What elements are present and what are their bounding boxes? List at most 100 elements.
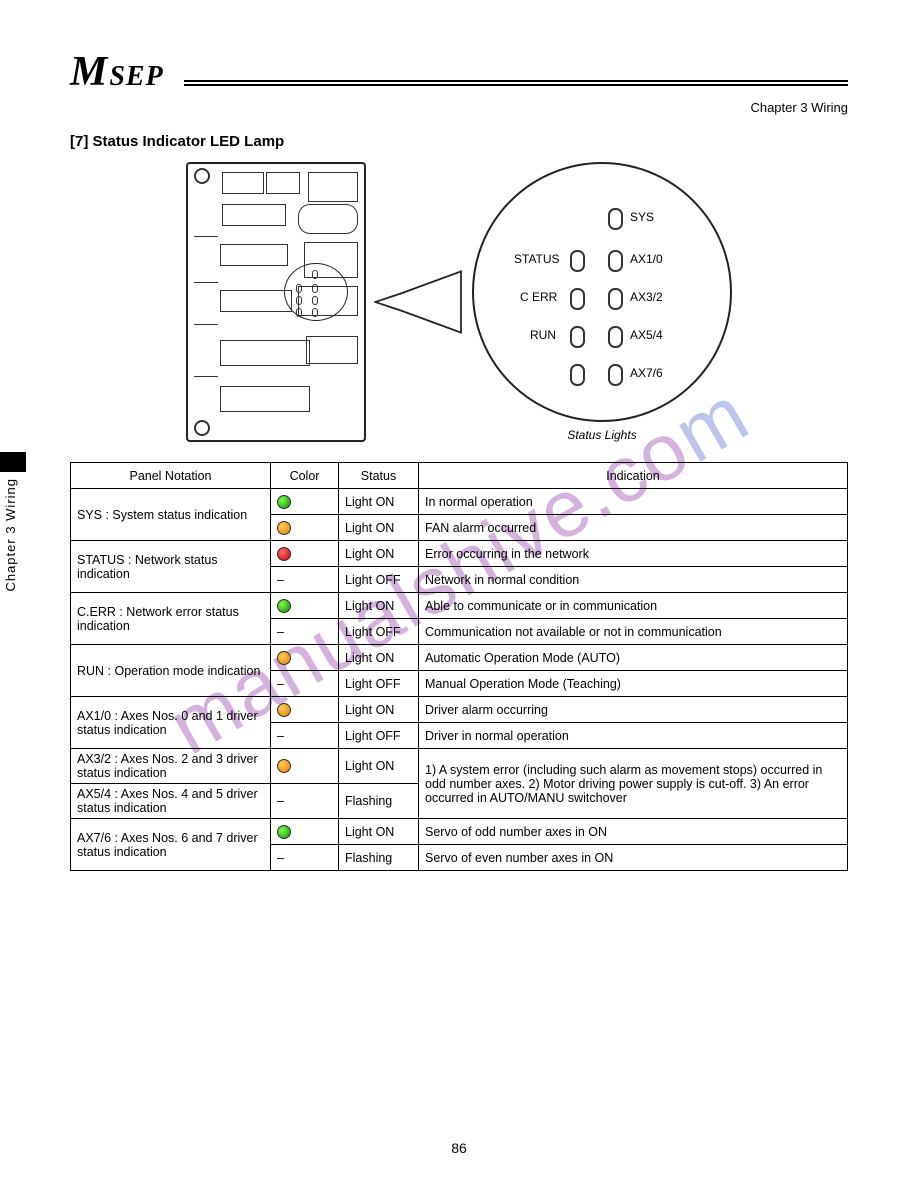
cell-status: Light ON: [339, 541, 419, 567]
magnified-view: SYS STATUS AX1/0 C ERR AX3/2 RUN AX5/4: [472, 162, 732, 442]
cell-ind: Network in normal condition: [419, 567, 848, 593]
cell-panel: C.ERR : Network error status indication: [71, 593, 271, 645]
cell-color: [271, 819, 339, 845]
led-icon: [608, 288, 623, 310]
th-ind: Indication: [419, 463, 848, 489]
connector-block: [220, 386, 310, 412]
cell-status: Flashing: [339, 784, 419, 819]
table-row: SYS : System status indication Light ON …: [71, 489, 848, 515]
logo-big: M: [70, 48, 108, 96]
led-label-ax54: AX5/4: [630, 328, 663, 342]
cell-color: –: [271, 845, 339, 871]
dot-orange-icon: [277, 703, 291, 717]
cell-status: Light OFF: [339, 723, 419, 749]
cell-panel: AX7/6 : Axes Nos. 6 and 7 driver status …: [71, 819, 271, 871]
led-label-sys: SYS: [630, 210, 654, 224]
line: [194, 324, 218, 325]
led-icon: [570, 326, 585, 348]
led-icon: [608, 364, 623, 386]
logo-rest: SEP: [109, 61, 163, 93]
page-number: 86: [0, 1140, 918, 1156]
subhead: Chapter 3 Wiring: [70, 100, 848, 115]
cell-status: Flashing: [339, 845, 419, 871]
led-icon: [608, 208, 623, 230]
callout-arrow: [374, 267, 464, 337]
cell-panel: STATUS : Network status indication: [71, 541, 271, 593]
cell-panel: SYS : System status indication: [71, 489, 271, 541]
cell-status: Light OFF: [339, 671, 419, 697]
cell-ind: Communication not available or not in co…: [419, 619, 848, 645]
cell-panel: AX3/2 : Axes Nos. 2 and 3 driver status …: [71, 749, 271, 784]
table-row: AX7/6 : Axes Nos. 6 and 7 driver status …: [71, 819, 848, 845]
cell-ind: Automatic Operation Mode (AUTO): [419, 645, 848, 671]
connector-block: [220, 290, 292, 312]
cell-ind: In normal operation: [419, 489, 848, 515]
cell-status: Light ON: [339, 697, 419, 723]
cell-status: Light OFF: [339, 567, 419, 593]
screw-icon: [194, 168, 210, 184]
dot-green-icon: [277, 825, 291, 839]
led-icon: [570, 364, 585, 386]
connector-block: [266, 172, 300, 194]
section-title: [7] Status Indicator LED Lamp: [70, 133, 848, 150]
cell-ind: Able to communicate or in communication: [419, 593, 848, 619]
figure-area: SYS STATUS AX1/0 C ERR AX3/2 RUN AX5/4: [70, 162, 848, 442]
line: [194, 376, 218, 377]
dot-green-icon: [277, 599, 291, 613]
line: [194, 282, 218, 283]
screw-icon: [194, 420, 210, 436]
led-label-ax76: AX7/6: [630, 366, 663, 380]
led-icon: [570, 288, 585, 310]
cell-color: [271, 515, 339, 541]
cell-color: [271, 697, 339, 723]
connector-knob: [298, 204, 358, 234]
led-label-cerr: C ERR: [520, 290, 557, 304]
table-row: AX3/2 : Axes Nos. 2 and 3 driver status …: [71, 749, 848, 784]
cell-color: –: [271, 671, 339, 697]
table-row: AX1/0 : Axes Nos. 0 and 1 driver status …: [71, 697, 848, 723]
cell-ind: Servo of even number axes in ON: [419, 845, 848, 871]
connector-block: [220, 244, 288, 266]
led-label-ax32: AX3/2: [630, 290, 663, 304]
header-rule: [184, 80, 848, 86]
cell-status: Light ON: [339, 515, 419, 541]
cell-ind: 1) A system error (including such alarm …: [419, 749, 848, 819]
cell-color: –: [271, 619, 339, 645]
led-label-run: RUN: [530, 328, 556, 342]
cell-status: Light ON: [339, 593, 419, 619]
cell-color: [271, 645, 339, 671]
cell-color: [271, 541, 339, 567]
cell-color: –: [271, 723, 339, 749]
line: [194, 236, 218, 237]
cell-ind: Manual Operation Mode (Teaching): [419, 671, 848, 697]
connector-block: [222, 204, 286, 226]
logo: M SEP: [70, 48, 164, 96]
connector-block: [308, 172, 358, 202]
dot-green-icon: [277, 495, 291, 509]
page: M SEP Chapter 3 Wiring [7] Status Indica…: [0, 0, 918, 1188]
dot-red-icon: [277, 547, 291, 561]
dot-orange-icon: [277, 651, 291, 665]
cell-ind: Driver in normal operation: [419, 723, 848, 749]
table-row: C.ERR : Network error status indication …: [71, 593, 848, 619]
cell-color: [271, 489, 339, 515]
connector-block: [222, 172, 264, 194]
figure-caption: Status Lights: [472, 428, 732, 442]
cell-color: [271, 593, 339, 619]
header: M SEP: [70, 48, 848, 96]
cell-status: Light ON: [339, 645, 419, 671]
led-label-status: STATUS: [514, 252, 560, 266]
device-schematic: [186, 162, 366, 442]
connector-block: [298, 286, 358, 316]
th-status: Status: [339, 463, 419, 489]
cell-color: –: [271, 567, 339, 593]
cell-status: Light OFF: [339, 619, 419, 645]
led-icon: [570, 250, 585, 272]
th-color: Color: [271, 463, 339, 489]
connector-block: [220, 340, 310, 366]
led-label-ax10: AX1/0: [630, 252, 663, 266]
dot-orange-icon: [277, 759, 291, 773]
led-status-table: Panel Notation Color Status Indication S…: [70, 462, 848, 871]
cell-status: Light ON: [339, 489, 419, 515]
table-row: STATUS : Network status indication Light…: [71, 541, 848, 567]
